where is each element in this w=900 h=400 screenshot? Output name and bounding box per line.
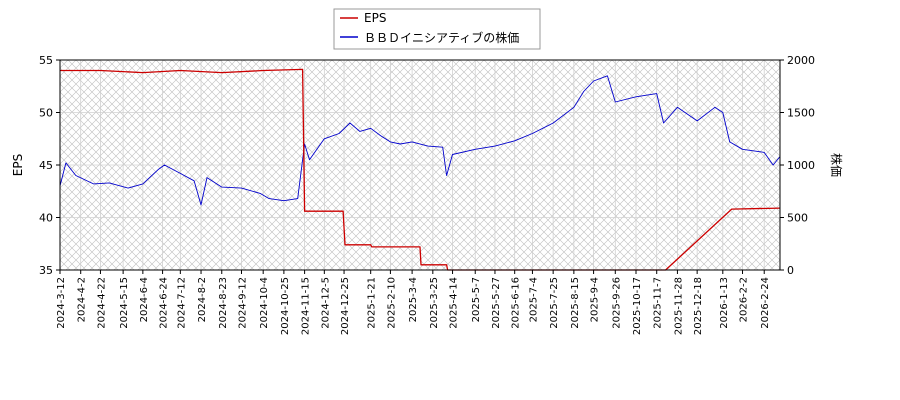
left-tick-label: 40 [39,212,53,225]
x-tick-label: 2025-3-25 [429,277,440,329]
x-tick-label: 2024-10-4 [259,277,270,329]
x-tick-label: 2025-11-7 [653,277,664,329]
x-tick-label: 2024-12-25 [340,277,351,335]
x-tick-label: 2024-4-22 [96,277,107,329]
left-tick-label: 45 [39,159,53,172]
x-tick-label: 2024-8-2 [197,277,208,322]
series-line-price [59,75,781,206]
x-tick-label: 2026-2-24 [760,277,771,329]
right-tick-label: 1500 [787,107,815,120]
x-tick-label: 2026-2-2 [739,277,750,322]
x-tick-label: 2025-7-4 [528,277,539,322]
x-tick-label: 2024-11-15 [301,277,312,335]
right-tick-label: 500 [787,212,808,225]
x-tick-label: 2024-8-23 [218,277,229,329]
x-tick-label: 2025-8-15 [570,277,581,329]
x-tick-label: 2025-7-25 [549,277,560,329]
x-tick-label: 2025-11-28 [673,277,684,335]
x-tick-label: 2025-9-26 [611,277,622,329]
x-tick-label: 2025-2-10 [386,277,397,329]
x-tick-label: 2024-12-5 [320,277,331,329]
x-tick-label: 2025-4-14 [449,277,460,329]
x-tick-label: 2025-12-18 [693,277,704,335]
x-axis: 2024-3-12 2024-4-2 2024-4-22 2024-5-15 2024-… [56,270,771,335]
right-tick-label: 2000 [787,54,815,67]
right-axis: 0 500 1000 1500 2000 [780,54,815,277]
x-tick-label: 2025-1-21 [367,277,378,329]
right-tick-label: 1000 [787,159,815,172]
x-tick-label: 2025-6-16 [511,277,522,329]
legend-box [333,8,541,50]
x-tick-label: 2025-5-7 [471,277,482,322]
y-axis-label-left: EPS [11,154,25,176]
x-tick-label: 2025-10-17 [632,277,643,335]
x-tick-label: 2025-3-4 [408,277,419,322]
x-tick-label: 2024-9-12 [237,277,248,329]
x-tick-label: 2025-9-4 [590,277,601,322]
legend: EPS ＢＢＤイニシアティブの株価 [333,8,541,50]
y-axis-label-right: 株価 [829,153,844,177]
right-tick-label: 0 [787,264,794,277]
left-tick-label: 55 [39,54,53,67]
x-tick-label: 2024-5-15 [119,277,130,329]
legend-label-eps: EPS [364,11,386,25]
x-tick-label: 2024-10-25 [280,277,291,335]
x-tick-label: 2025-5-27 [491,277,502,329]
left-tick-label: 50 [39,107,53,120]
legend-label-price: ＢＢＤイニシアティブの株価 [364,30,519,45]
x-tick-label: 2024-4-2 [77,277,88,322]
x-tick-label: 2026-1-13 [719,277,730,329]
x-tick-label: 2024-6-24 [159,277,170,329]
x-tick-label: 2024-6-4 [139,277,150,322]
x-tick-label: 2024-7-12 [176,277,187,329]
x-tick-label: 2024-3-12 [56,277,67,329]
left-axis: 35 40 45 50 55 [39,54,60,277]
left-tick-label: 35 [39,264,53,277]
